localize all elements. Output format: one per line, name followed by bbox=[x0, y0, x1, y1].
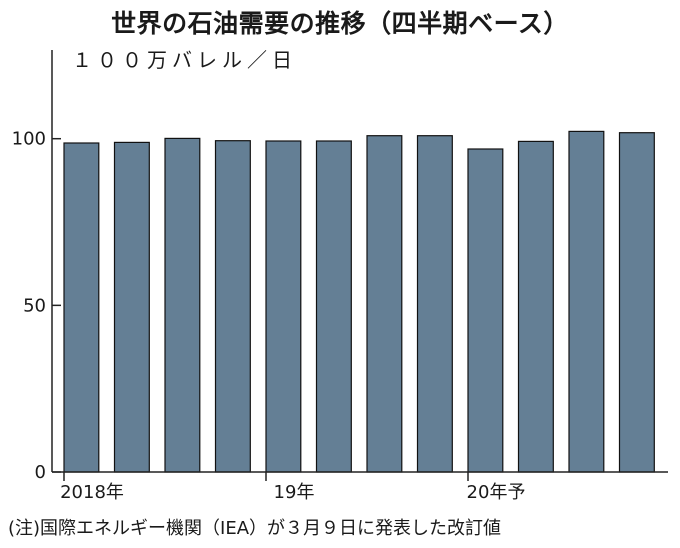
footnote: (注)国際エネルギー機関（IEA）が３月９日に発表した改訂値 bbox=[8, 518, 502, 539]
bar-2019Q4 bbox=[416, 135, 453, 473]
bar-2019Q1 bbox=[265, 140, 302, 473]
y-ticks-group: 0 50 100 bbox=[12, 129, 61, 483]
y-axis-unit-label: １００万バレル／日 bbox=[72, 48, 297, 72]
bar-2020Q2 bbox=[517, 140, 554, 473]
y-tick-label: 0 bbox=[35, 462, 46, 483]
bar-2019Q2 bbox=[315, 140, 352, 473]
chart-title: 世界の石油需要の推移（四半期ベース） bbox=[111, 9, 569, 38]
y-tick-label: 50 bbox=[23, 295, 46, 316]
bar-2019Q3 bbox=[366, 135, 403, 473]
x-ticks-group: 2018年 19年 20年予 bbox=[60, 472, 525, 503]
x-tick-label: 20年予 bbox=[467, 482, 526, 503]
bar-2020Q1 bbox=[467, 148, 504, 473]
x-tick-label: 2018年 bbox=[60, 482, 124, 503]
bar-2018Q2 bbox=[113, 141, 150, 473]
bar-2018Q4 bbox=[214, 140, 251, 473]
x-tick-label: 19年 bbox=[274, 482, 315, 503]
bar-2020Q3 bbox=[568, 130, 605, 473]
bar-2020Q4 bbox=[618, 132, 655, 473]
bar-2018Q3 bbox=[164, 137, 201, 473]
bars-group bbox=[63, 130, 655, 473]
bar-2018Q1 bbox=[63, 142, 100, 473]
y-tick-label: 100 bbox=[12, 129, 46, 150]
